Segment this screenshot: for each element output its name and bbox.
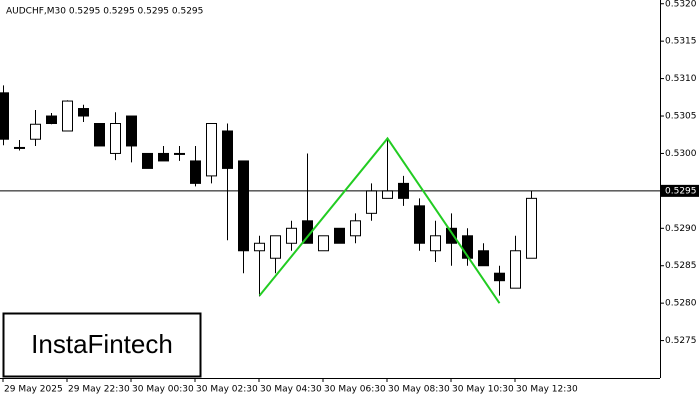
y-tick-label: 0.5310 — [665, 74, 697, 84]
x-tick-label: 30 May 02:30 — [196, 385, 258, 395]
y-tick-label: 0.5280 — [665, 299, 697, 309]
y-tick-label: 0.5275 — [665, 336, 697, 346]
candle-body — [222, 130, 233, 169]
price-label-box — [661, 184, 699, 197]
candle-body — [238, 160, 249, 252]
candle-body — [526, 197, 537, 259]
candle-body — [62, 100, 73, 132]
candle-body — [174, 152, 185, 155]
candle-body — [158, 152, 169, 162]
x-tick-label: 30 May 08:30 — [388, 385, 450, 395]
y-tick-label: 0.5300 — [665, 149, 697, 159]
candle-body — [110, 123, 121, 154]
x-tick-label: 30 May 10:30 — [452, 385, 514, 395]
candle-body — [142, 152, 153, 169]
x-tick-label: 30 May 00:30 — [132, 385, 194, 395]
candle-body — [350, 220, 361, 237]
candle-body — [254, 242, 265, 252]
candle-body — [478, 250, 489, 267]
x-tick-label: 29 May 22:30 — [68, 385, 130, 395]
brand-logo: InstaFintech — [31, 329, 173, 359]
x-tick-label: 29 May 2025 — [4, 385, 63, 395]
candle-body — [430, 235, 441, 252]
candle-body — [126, 115, 137, 147]
candle-body — [30, 123, 41, 140]
candle-body — [0, 92, 9, 140]
candle-body — [14, 146, 25, 149]
price-label: 0.5295 — [665, 186, 697, 196]
candle-body — [270, 235, 281, 259]
x-tick-label: 30 May 06:30 — [324, 385, 386, 395]
y-tick-label: 0.5315 — [665, 37, 697, 47]
candle-body — [334, 227, 345, 244]
candle-body — [318, 235, 329, 252]
candle-body — [46, 115, 57, 125]
candle-body — [366, 190, 377, 214]
candle-body — [414, 205, 425, 244]
x-tick-label: 30 May 04:30 — [260, 385, 322, 395]
candle-body — [446, 227, 457, 244]
chart-title: AUDCHF,M30 0.5295 0.5295 0.5295 0.5295 — [6, 7, 203, 17]
candle-body — [94, 123, 105, 147]
candle-body — [78, 108, 89, 117]
y-tick-label: 0.5290 — [665, 224, 697, 234]
brand-box: InstaFintech — [2, 312, 202, 378]
candle-body — [190, 160, 201, 184]
candle-body — [510, 250, 521, 289]
candle-body — [494, 272, 505, 282]
y-tick-label: 0.5285 — [665, 261, 697, 271]
y-tick-label: 0.5305 — [665, 112, 697, 122]
x-tick-label: 30 May 12:30 — [516, 385, 578, 395]
candle-body — [382, 190, 393, 199]
brand-frame — [2, 312, 202, 378]
y-tick-label: 0.5320 — [665, 0, 697, 9]
candle-body — [286, 227, 297, 244]
pattern-line — [258, 136, 501, 304]
candle-body — [206, 123, 217, 177]
